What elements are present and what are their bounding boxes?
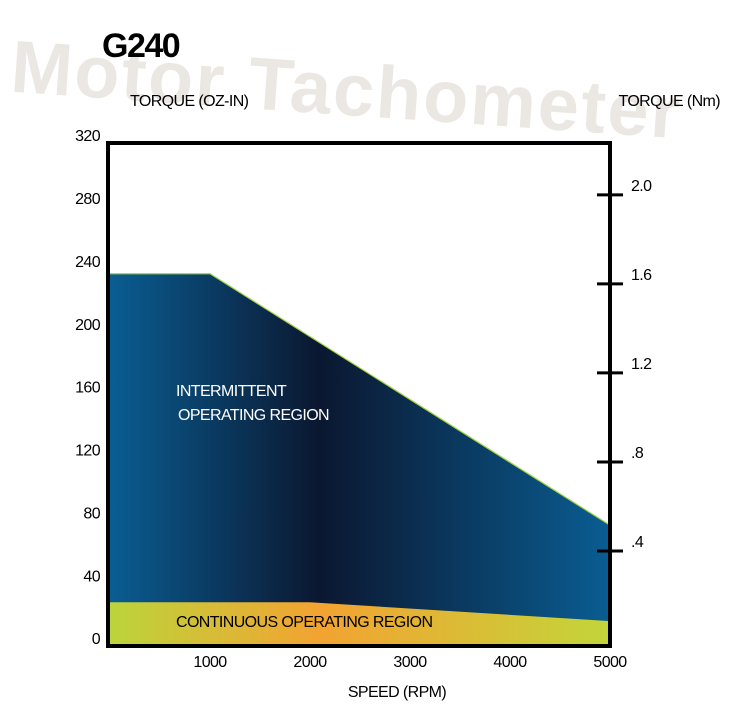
x-tick-label: 1000	[193, 654, 227, 671]
chart-title: G240	[102, 27, 180, 65]
x-tick-label: 4000	[493, 654, 527, 671]
region-label: INTERMITTENT	[176, 383, 287, 400]
y2-tick-label: 2.0	[631, 178, 652, 195]
y-tick-label: 240	[75, 254, 101, 271]
plot-area	[110, 273, 611, 646]
y-tick-label: 80	[83, 505, 100, 522]
y-axis-label: TORQUE (OZ-IN)	[130, 93, 249, 110]
y2-tick-label: .8	[631, 445, 644, 462]
y2-tick-label: 1.2	[631, 356, 652, 373]
y2-axis-label: TORQUE (Nm)	[618, 93, 720, 110]
y-tick-label: 120	[75, 443, 101, 460]
area-edge	[110, 273, 611, 526]
x-axis-label: SPEED (RPM)	[348, 684, 447, 701]
y-tick-label: 320	[75, 128, 101, 145]
area	[110, 602, 610, 646]
y2-tick-label: .4	[631, 534, 644, 551]
region-label: OPERATING REGION	[178, 407, 329, 424]
y-tick-label: 0	[92, 631, 101, 648]
y-tick-label: 280	[75, 191, 101, 208]
x-tick-label: 3000	[393, 654, 427, 671]
y-tick-label: 40	[83, 568, 100, 585]
x-tick-label: 5000	[593, 654, 627, 671]
region-label: CONTINUOUS OPERATING REGION	[176, 614, 432, 631]
y-tick-label: 160	[75, 380, 101, 397]
x-tick-label: 2000	[293, 654, 327, 671]
plot-frame	[106, 141, 612, 648]
area	[110, 273, 610, 646]
y2-tick-label: 1.6	[631, 267, 652, 284]
y-tick-label: 200	[75, 317, 101, 334]
